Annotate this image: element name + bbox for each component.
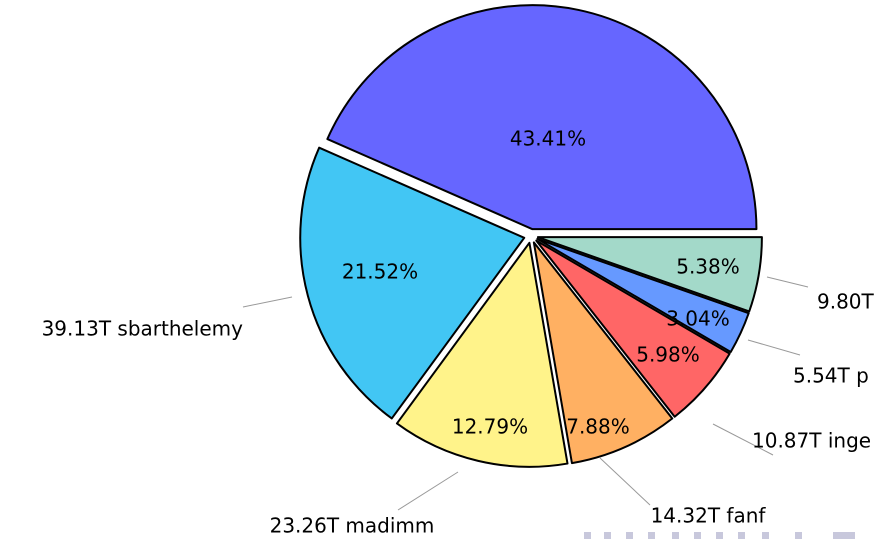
pie-slice xyxy=(536,236,763,313)
slice-label: 23.26T madimm xyxy=(270,514,435,538)
pie-slice xyxy=(532,241,674,465)
slice-label: 39.13T sbarthelemy xyxy=(42,317,244,341)
slice-percent-label: 21.52% xyxy=(342,260,418,284)
slice-percent-label: 43.41% xyxy=(510,127,586,151)
slice-percent-label: 12.79% xyxy=(452,415,528,439)
leader-line xyxy=(712,423,774,456)
pie-slice xyxy=(395,241,569,468)
leader-line xyxy=(599,457,651,506)
leader-line xyxy=(397,471,459,511)
slice-label: 14.32T fanf xyxy=(651,504,767,528)
pie-slice xyxy=(535,239,731,418)
slice-percent-label: 5.98% xyxy=(636,343,700,367)
leader-line xyxy=(766,276,809,288)
slice-label: 10.87T inge xyxy=(752,429,871,453)
leader-line xyxy=(747,339,801,356)
slice-percent-label: 5.38% xyxy=(676,255,740,279)
leader-line xyxy=(242,296,293,308)
nav-symbols xyxy=(584,532,855,539)
slice-percent-label: 7.88% xyxy=(566,415,630,439)
pie-slice xyxy=(536,237,750,353)
slice-label: 9.80T xyxy=(817,290,875,314)
slice-percent-label: 3.04% xyxy=(666,307,730,331)
pie-slice xyxy=(326,4,758,231)
slice-label: 5.54T p xyxy=(793,364,869,388)
pie-slice xyxy=(299,146,526,420)
